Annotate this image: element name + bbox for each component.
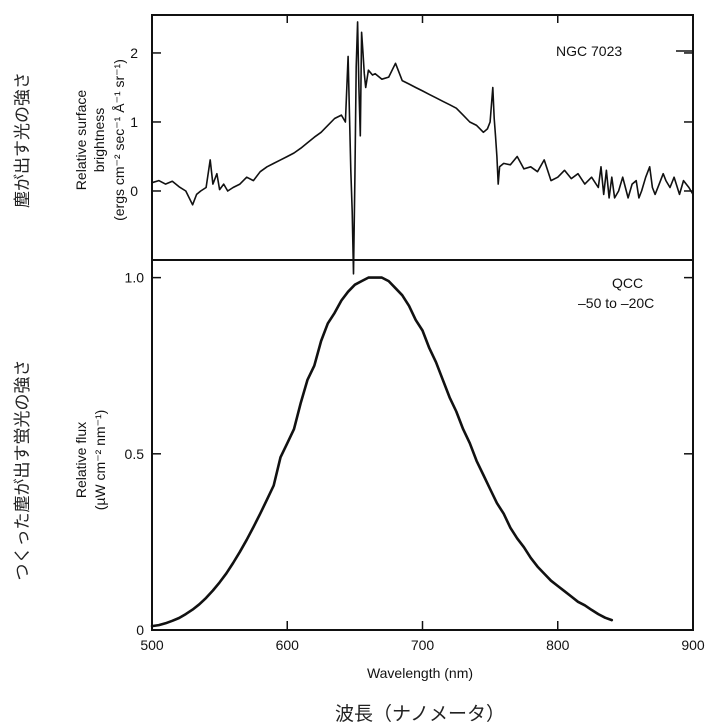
bottom-ylabel-jp-group: つくった塵が出す蛍光の強さ (13, 360, 33, 581)
bottom-ylabel-line-1: Relative flux (73, 422, 89, 498)
bottom-xtick-label: 800 (546, 637, 570, 653)
bottom-ytick-label: 0 (136, 622, 144, 638)
top-ylabel-line-3: (ergs cm⁻² sec⁻¹ Å⁻¹ sr⁻¹) (111, 59, 127, 221)
top-y-ticks: 0 1 2 (130, 15, 694, 199)
top-ylabel-jp-group: 塵が出す光の強さ (13, 72, 33, 208)
x-axis-label: Wavelength (nm) (367, 665, 473, 681)
bottom-ylabel-group: Relative flux (µW cm⁻² nm⁻¹) (73, 410, 108, 511)
top-ylabel-line-1: Relative surface (73, 90, 89, 191)
top-spectrum-line (151, 21, 694, 275)
bottom-xtick-label: 900 (681, 637, 705, 653)
bottom-xtick-label: 500 (140, 637, 164, 653)
bottom-ylabel-line-2: (µW cm⁻² nm⁻¹) (92, 410, 108, 511)
bottom-xtick-label: 700 (411, 637, 435, 653)
bottom-xtick-label: 600 (276, 637, 300, 653)
bottom-ytick-label: 1.0 (125, 270, 145, 286)
top-ylabel-line-2: brightness (91, 108, 107, 173)
bottom-flux-curve (150, 276, 614, 628)
top-annotation: NGC 7023 (556, 43, 622, 59)
bottom-ytick-label: 0.5 (125, 446, 145, 462)
top-ylabel-jp: 塵が出す光の強さ (13, 72, 33, 208)
bottom-annotation-line-1: QCC (612, 275, 643, 291)
bottom-ylabel-jp: つくった塵が出す蛍光の強さ (13, 360, 33, 581)
bottom-panel-frame (151, 259, 694, 631)
bottom-ticks: 0 0.5 1.0 500 600 700 800 900 (125, 270, 705, 653)
top-ytick-label: 1 (130, 114, 138, 130)
top-ytick-label: 0 (130, 183, 138, 199)
top-ylabel-group: Relative surface brightness (ergs cm⁻² s… (73, 59, 127, 221)
bottom-annotation-line-2: –50 to –20C (578, 295, 654, 311)
x-axis-label-jp: 波長（ナノメータ） (335, 703, 505, 725)
top-ytick-label: 2 (130, 45, 138, 61)
